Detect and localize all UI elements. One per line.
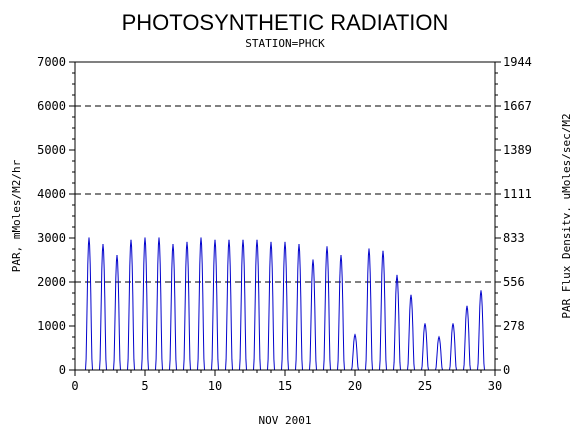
daily-peak-point [116, 255, 118, 257]
daily-peak-point [270, 241, 272, 243]
daily-peak-point [424, 323, 426, 325]
daily-peak-point [298, 244, 300, 246]
x-axis-label: NOV 2001 [259, 414, 312, 427]
x-tick-label: 5 [141, 379, 148, 393]
daily-peak-point [88, 237, 90, 239]
daily-peak-point [144, 237, 146, 239]
y-tick-label-left: 6000 [37, 99, 66, 113]
x-tick-label: 30 [488, 379, 502, 393]
daily-peak-point [382, 250, 384, 252]
grid-lines [75, 105, 495, 283]
daily-peak-point [438, 336, 440, 338]
daily-peak-point [396, 274, 398, 276]
y-tick-label-right: 833 [503, 231, 525, 245]
x-tick-label: 10 [208, 379, 222, 393]
y-axis-label-left: PAR, mMoles/M2/hr [10, 159, 23, 272]
chart-subtitle: STATION=PHCK [245, 37, 325, 50]
daily-peak-point [186, 241, 188, 243]
daily-peak-point [228, 239, 230, 241]
chart-title: PHOTOSYNTHETIC RADIATION [122, 10, 449, 35]
y-tick-label-left: 7000 [37, 55, 66, 69]
daily-peak-point [158, 237, 160, 239]
y-tick-label-right: 1667 [503, 99, 532, 113]
y-tick-label-right: 1389 [503, 143, 532, 157]
y-tick-label-right: 1111 [503, 187, 532, 201]
daily-peak-point [452, 323, 454, 325]
x-tick-label: 20 [348, 379, 362, 393]
daily-peak-point [354, 334, 356, 336]
x-tick-label: 25 [418, 379, 432, 393]
daily-peak-point [340, 255, 342, 257]
daily-peak-point [172, 244, 174, 246]
daily-peak-point [480, 290, 482, 292]
y-axis-label-right: PAR Flux Density, uMoles/sec/M2 [560, 113, 570, 318]
daily-peak-point [312, 259, 314, 261]
par-series-line [82, 237, 488, 371]
y-tick-label-right: 1944 [503, 55, 532, 69]
x-tick-label: 0 [71, 379, 78, 393]
daily-peak-point [410, 294, 412, 296]
axes: 0 5 10 15 20 25 300100020003000400050006000700… [37, 55, 532, 393]
daily-peak-point [214, 239, 216, 241]
daily-peak-point [256, 239, 258, 241]
plot-frame [74, 61, 496, 371]
y-tick-label-right: 0 [503, 363, 510, 377]
daily-peak-point [200, 237, 202, 239]
y-tick-label-left: 1000 [37, 319, 66, 333]
y-tick-label-left: 5000 [37, 143, 66, 157]
y-tick-label-left: 0 [59, 363, 66, 377]
daily-peak-point [130, 239, 132, 241]
series-line-group [82, 237, 488, 371]
y-tick-label-right: 278 [503, 319, 525, 333]
daily-peak-point [466, 305, 468, 307]
daily-peak-point [284, 241, 286, 243]
x-tick-label: 15 [278, 379, 292, 393]
daily-peak-point [326, 246, 328, 248]
daily-peak-point [102, 244, 104, 246]
y-tick-label-right: 556 [503, 275, 525, 289]
y-tick-label-left: 4000 [37, 187, 66, 201]
daily-peak-point [368, 248, 370, 250]
y-tick-label-left: 2000 [37, 275, 66, 289]
daily-peak-point [242, 239, 244, 241]
y-tick-label-left: 3000 [37, 231, 66, 245]
